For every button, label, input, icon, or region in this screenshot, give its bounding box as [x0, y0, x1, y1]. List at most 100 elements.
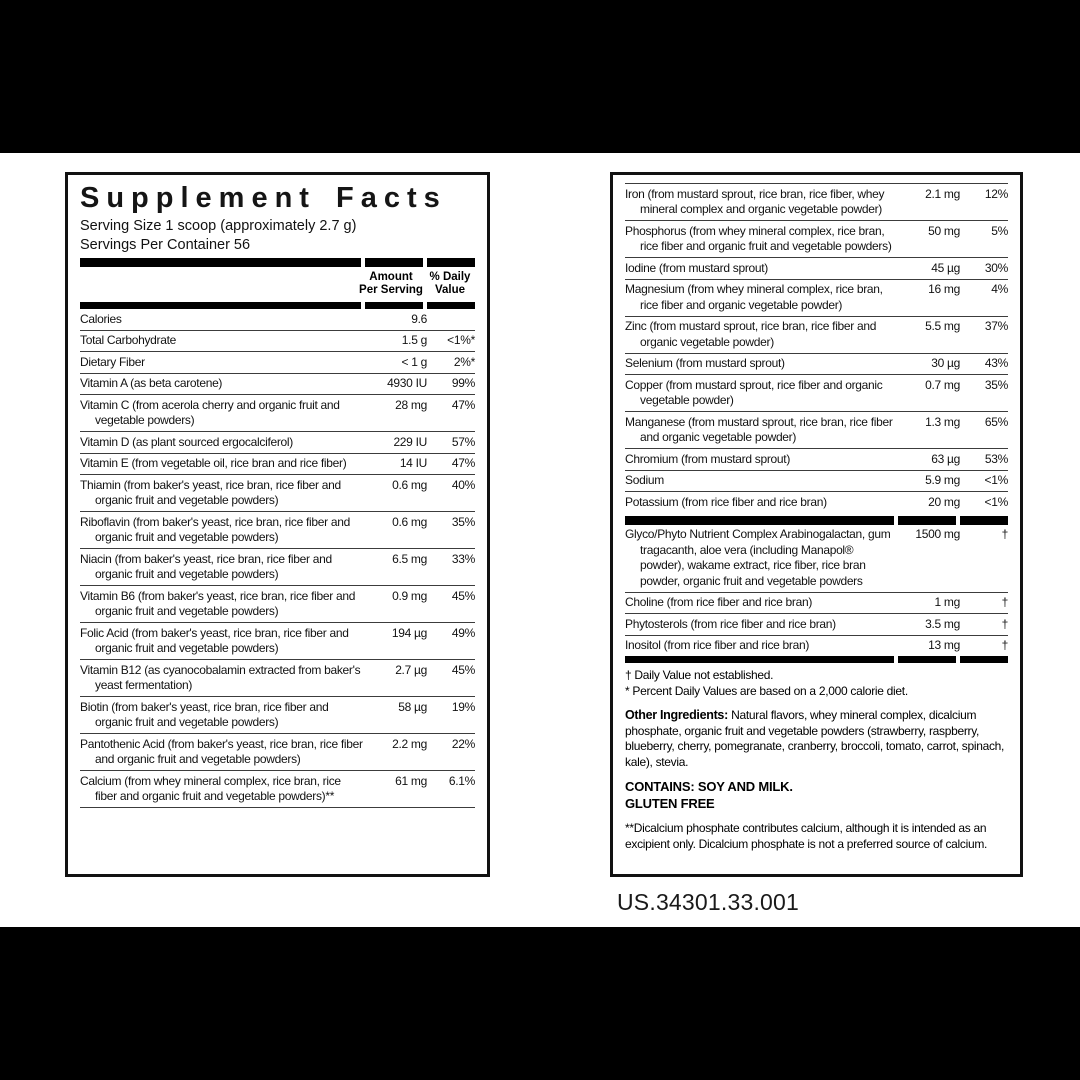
nutrient-name: Biotin (from baker's yeast, rice bran, r… [80, 699, 329, 730]
nutrient-amount: 4930 IU [387, 376, 427, 390]
nutrient-daily-value: 35% [984, 377, 1008, 392]
nutrient-row: Thiamin (from baker's yeast, rice bran, … [80, 475, 475, 512]
nutrient-name: Vitamin D (as plant sourced ergocalcifer… [80, 434, 293, 449]
nutrient-daily-value: 37% [984, 319, 1008, 333]
nutrient-name: Niacin (from baker's yeast, rice bran, r… [80, 551, 332, 582]
nutrient-daily-value: 19% [451, 699, 475, 714]
nutrient-row: Niacin (from baker's yeast, rice bran, r… [80, 549, 475, 586]
nutrient-amount: 0.6 mg [392, 514, 427, 529]
nutrient-row: Vitamin B12 (as cyanocobalamin extracted… [80, 660, 475, 697]
nutrient-row: Pantothenic Acid (from baker's yeast, ri… [80, 734, 475, 771]
nutrient-daily-value: 33% [451, 551, 475, 566]
nutrient-amount: < 1 g [401, 354, 427, 369]
nutrient-daily-value: † [1001, 595, 1009, 609]
footnote-percent-dv: * Percent Daily Values are based on a 2,… [625, 683, 908, 698]
nutrient-amount: 0.6 mg [392, 477, 427, 492]
nutrient-daily-value: 12% [984, 186, 1008, 201]
nutrient-name: Folic Acid (from baker's yeast, rice bra… [80, 625, 349, 656]
nutrient-amount: 20 mg [928, 494, 960, 509]
nutrient-row: Inositol (from rice fiber and rice bran)… [625, 636, 1008, 657]
nutrient-daily-value: 40% [451, 477, 475, 492]
footnotes: † Daily Value not established. * Percent… [625, 668, 1008, 699]
nutrient-amount: 3.5 mg [925, 616, 960, 631]
nutrient-daily-value: 47% [451, 456, 475, 470]
nutrient-amount: 1.5 g [401, 333, 428, 347]
nutrient-name: Vitamin B12 (as cyanocobalamin extracted… [80, 662, 361, 693]
column-header-daily-value: % Daily Value [429, 271, 471, 296]
table-divider-thick [80, 258, 475, 267]
contains-statement: CONTAINS: SOY AND MILK. [625, 779, 793, 794]
nutrient-name: Copper (from mustard sprout, rice fiber … [625, 377, 883, 408]
nutrient-row: Selenium (from mustard sprout) 30 µg 43% [625, 352, 1008, 375]
nutrient-amount: 5.9 mg [925, 473, 960, 487]
nutrient-daily-value: † [1001, 616, 1009, 631]
nutrient-row: Vitamin E (from vegetable oil, rice bran… [80, 454, 475, 475]
nutrient-amount: 58 µg [398, 699, 427, 714]
nutrient-daily-value: <1% [984, 494, 1009, 509]
nutrient-amount: 1 mg [934, 595, 961, 609]
nutrient-daily-value: <1%* [447, 333, 475, 347]
nutrient-row: Zinc (from mustard sprout, rice bran, ri… [625, 315, 1008, 353]
nutrient-amount: 0.9 mg [392, 588, 427, 603]
nutrient-daily-value: 45% [451, 662, 475, 677]
nutrient-amount: 1500 mg [915, 527, 960, 541]
serving-size-text: Serving Size 1 scoop (approximately 2.7 … [80, 218, 357, 234]
nutrient-table-left: Calories 9.6 Total Carbohydrate 1.5 g <1… [80, 309, 475, 808]
nutrient-row: Iodine (from mustard sprout) 45 µg 30% [625, 257, 1008, 279]
nutrient-row: Chromium (from mustard sprout) 63 µg 53% [625, 448, 1008, 470]
nutrient-daily-value: 49% [451, 625, 475, 640]
nutrient-daily-value: 2%* [453, 354, 475, 369]
table-column-headers: Amount Per Serving % Daily Value [80, 267, 475, 302]
nutrient-name: Pantothenic Acid (from baker's yeast, ri… [80, 736, 363, 767]
nutrient-amount: 45 µg [931, 260, 960, 275]
top-black-bar [0, 0, 1080, 153]
nutrient-daily-value: 30% [984, 260, 1008, 275]
nutrient-name: Calories [80, 311, 122, 326]
other-ingredients: Other Ingredients: Natural flavors, whey… [625, 708, 1008, 770]
nutrient-amount: 229 IU [393, 434, 427, 449]
servings-per-container-text: Servings Per Container 56 [80, 237, 251, 253]
gluten-free-statement: GLUTEN FREE [625, 795, 715, 811]
nutrient-name: Selenium (from mustard sprout) [625, 356, 785, 370]
nutrient-daily-value: 57% [451, 434, 475, 449]
nutrient-name: Vitamin A (as beta carotene) [80, 376, 223, 390]
footnote-daily-value: † Daily Value not established. [625, 668, 774, 682]
nutrient-name: Glyco/Phyto Nutrient Complex Arabinogala… [625, 527, 891, 588]
nutrient-row: Vitamin D (as plant sourced ergocalcifer… [80, 432, 475, 454]
nutrient-row: Manganese (from mustard sprout, rice bra… [625, 411, 1008, 448]
nutrient-daily-value: 65% [984, 414, 1008, 429]
table-divider-thick [625, 656, 1008, 663]
nutrient-name: Iodine (from mustard sprout) [625, 260, 768, 275]
bottom-black-bar [0, 927, 1080, 1080]
nutrient-amount: 63 µg [931, 451, 960, 466]
nutrient-amount: 2.2 mg [392, 736, 427, 751]
nutrient-amount: 16 mg [928, 282, 960, 296]
nutrient-row: Dietary Fiber < 1 g 2%* [80, 352, 475, 374]
nutrient-row: Sodium 5.9 mg <1% [625, 469, 1008, 492]
nutrient-row: Total Carbohydrate 1.5 g <1%* [80, 331, 475, 352]
minerals-panel: Iron (from mustard sprout, rice bran, ri… [610, 172, 1023, 877]
nutrient-row: Copper (from mustard sprout, rice fiber … [625, 374, 1008, 411]
nutrient-row: Choline (from rice fiber and rice bran) … [625, 593, 1009, 614]
table-divider-thick [80, 302, 475, 309]
nutrient-name: Phosphorus (from whey mineral complex, r… [625, 223, 892, 254]
dicalcium-note: **Dicalcium phosphate contributes calciu… [625, 821, 988, 851]
other-ingredients-text: Natural flavors, whey mineral complex, d… [625, 708, 1005, 769]
nutrient-row: Calcium (from whey mineral complex, rice… [80, 771, 475, 808]
nutrient-name: Potassium (from rice fiber and rice bran… [625, 494, 827, 509]
column-header-amount: Amount Per Serving [359, 271, 423, 296]
product-code: US.34301.33.001 [617, 889, 800, 915]
nutrient-daily-value: † [1001, 638, 1009, 652]
nutrient-amount: 30 µg [931, 356, 960, 370]
nutrient-name: Vitamin C (from acerola cherry and organ… [80, 397, 340, 428]
nutrient-name: Manganese (from mustard sprout, rice bra… [625, 414, 893, 445]
nutrient-name: Calcium (from whey mineral complex, rice… [80, 773, 341, 804]
nutrient-name: Total Carbohydrate [80, 333, 176, 347]
nutrient-amount: 1.3 mg [925, 414, 960, 429]
nutrient-daily-value: 43% [984, 356, 1008, 370]
nutrient-amount: 5.5 mg [925, 319, 960, 333]
nutrient-table-right: Iron (from mustard sprout, rice bran, ri… [625, 183, 1008, 513]
nutrient-amount: 0.7 mg [925, 377, 960, 392]
nutrient-daily-value: 53% [984, 451, 1008, 466]
nutrient-name: Choline (from rice fiber and rice bran) [625, 595, 813, 609]
